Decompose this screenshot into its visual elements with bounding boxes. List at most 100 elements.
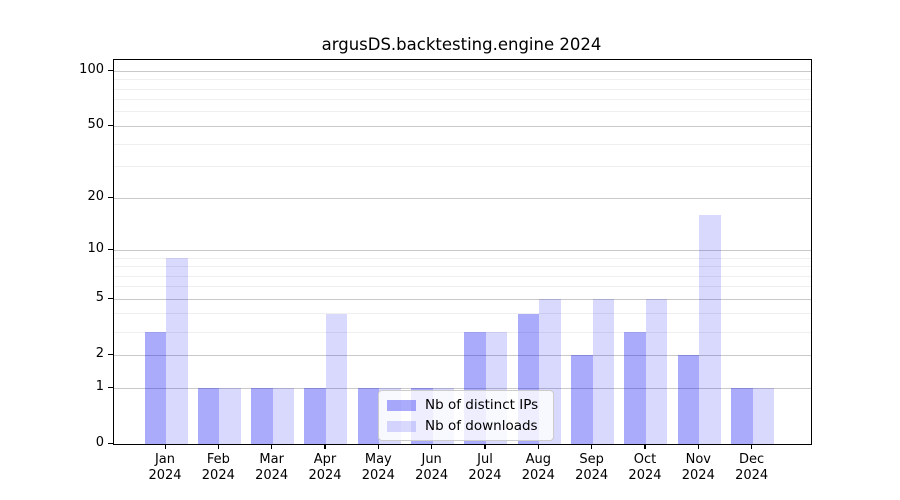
x-tick-month: Nov xyxy=(685,452,711,467)
x-tick-month: Dec xyxy=(739,452,765,467)
x-tick-month: Mar xyxy=(259,452,284,467)
x-tick-year: 2024 xyxy=(415,467,449,483)
x-tick-label-oct: Oct 2024 xyxy=(617,452,673,483)
bar-distinct-ips-jan xyxy=(144,332,166,444)
minor-gridline xyxy=(114,257,811,259)
x-tick-label-dec: Dec 2024 xyxy=(724,452,780,483)
x-tick-label-jan: Jan 2024 xyxy=(137,452,193,483)
bar-distinct-ips-feb xyxy=(197,388,220,444)
minor-gridline xyxy=(114,143,811,145)
bar-distinct-ips-dec xyxy=(731,388,753,444)
minor-gridline xyxy=(114,275,811,277)
major-gridline xyxy=(114,125,811,127)
x-tick-year: 2024 xyxy=(148,467,182,483)
legend-item-downloads: Nb of downloads xyxy=(387,418,545,434)
minor-gridline xyxy=(114,266,811,267)
x-tick-year: 2024 xyxy=(681,467,715,483)
x-tick-label-jul: Jul 2024 xyxy=(457,452,513,483)
y-tick-mark xyxy=(108,297,113,300)
x-tick-year: 2024 xyxy=(521,467,555,483)
major-gridline xyxy=(114,387,811,389)
x-tick-mark xyxy=(537,444,540,449)
major-gridline xyxy=(114,298,811,300)
plot-area xyxy=(113,59,812,445)
x-tick-month: Apr xyxy=(313,452,337,467)
x-tick-mark xyxy=(751,444,753,449)
x-tick-year: 2024 xyxy=(201,467,235,483)
bar-distinct-ips-mar xyxy=(251,388,273,444)
y-tick-label: 1 xyxy=(95,379,104,394)
major-gridline xyxy=(114,70,811,72)
y-tick-label: 0 xyxy=(95,435,104,450)
x-tick-mark xyxy=(164,444,166,449)
x-tick-month: Oct xyxy=(633,452,657,467)
minor-gridline xyxy=(114,286,811,288)
y-tick-label: 20 xyxy=(87,189,104,205)
y-tick-label: 5 xyxy=(95,290,104,306)
minor-gridline xyxy=(114,99,811,101)
major-gridline xyxy=(114,197,811,199)
legend-swatch-downloads xyxy=(387,420,416,432)
x-tick-year: 2024 xyxy=(255,467,289,483)
x-tick-month: Sep xyxy=(579,452,604,467)
x-tick-label-mar: Mar 2024 xyxy=(244,452,300,483)
bar-distinct-ips-sep xyxy=(571,355,593,444)
bar-downloads-dec xyxy=(752,388,775,444)
x-tick-mark xyxy=(644,444,646,449)
minor-gridline xyxy=(114,166,811,168)
y-tick-mark xyxy=(108,248,113,251)
x-tick-month: Jan xyxy=(154,452,176,467)
y-tick-label: 100 xyxy=(79,62,104,78)
bar-downloads-nov xyxy=(699,215,721,444)
bar-distinct-ips-oct xyxy=(624,332,646,444)
major-gridline xyxy=(114,249,811,251)
bar-distinct-ips-nov xyxy=(677,355,700,444)
x-tick-year: 2024 xyxy=(575,467,609,483)
x-tick-label-sep: Sep 2024 xyxy=(564,452,620,483)
minor-gridline xyxy=(114,88,811,90)
bar-downloads-sep xyxy=(592,299,615,444)
y-tick-label: 2 xyxy=(95,346,104,362)
minor-gridline xyxy=(114,331,811,333)
x-tick-mark xyxy=(591,444,593,449)
x-tick-label-may: May 2024 xyxy=(350,452,406,483)
y-tick-mark xyxy=(108,442,113,444)
x-tick-month: May xyxy=(364,452,392,467)
bar-downloads-jan xyxy=(166,258,188,444)
y-tick-label: 50 xyxy=(87,117,104,133)
legend-swatch-distinct-ips xyxy=(387,399,416,411)
x-tick-label-aug: Aug 2024 xyxy=(510,452,566,483)
y-tick-mark xyxy=(108,69,113,71)
x-tick-year: 2024 xyxy=(628,467,662,483)
x-tick-month: Jun xyxy=(421,452,442,467)
x-tick-mark xyxy=(217,444,220,449)
y-tick-mark xyxy=(108,196,113,198)
x-tick-year: 2024 xyxy=(735,467,769,483)
minor-gridline xyxy=(114,313,811,315)
x-tick-label-apr: Apr 2024 xyxy=(297,452,353,483)
y-tick-label: 10 xyxy=(87,241,104,257)
y-tick-mark xyxy=(108,353,113,356)
bar-downloads-oct xyxy=(645,299,668,444)
x-tick-year: 2024 xyxy=(361,467,395,483)
x-tick-year: 2024 xyxy=(468,467,502,483)
y-tick-mark xyxy=(108,386,113,388)
legend-label-downloads: Nb of downloads xyxy=(425,418,538,434)
x-tick-label-jun: Jun 2024 xyxy=(404,452,460,483)
x-tick-label-feb: Feb 2024 xyxy=(190,452,246,483)
x-tick-mark xyxy=(324,444,326,449)
legend-item-distinct-ips: Nb of distinct IPs xyxy=(387,397,545,413)
legend: Nb of distinct IPs Nb of downloads xyxy=(378,390,554,441)
x-tick-mark xyxy=(271,444,273,449)
x-tick-month: Aug xyxy=(525,452,551,467)
bar-downloads-feb xyxy=(219,388,241,444)
x-tick-mark xyxy=(484,444,486,449)
x-tick-year: 2024 xyxy=(308,467,342,483)
bar-distinct-ips-apr xyxy=(304,388,326,444)
chart-title: argusDS.backtesting.engine 2024 xyxy=(321,35,602,54)
bar-downloads-mar xyxy=(272,388,295,444)
x-tick-mark xyxy=(377,444,380,449)
bar-distinct-ips-may xyxy=(357,388,380,444)
minor-gridline xyxy=(114,111,811,113)
